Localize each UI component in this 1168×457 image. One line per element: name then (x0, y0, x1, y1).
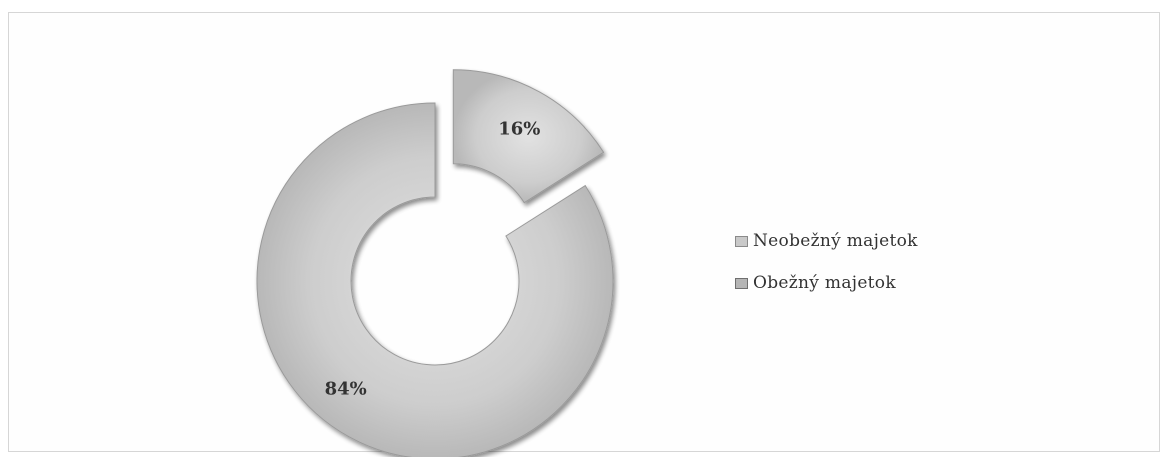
slice-obezny (256, 102, 614, 457)
legend-label-obezny: Obežný majetok (753, 273, 896, 293)
chart-legend: Neobežný majetok Obežný majetok (735, 228, 918, 312)
legend-item-obezny: Obežný majetok (735, 270, 918, 296)
slice-neobezny (452, 69, 605, 204)
legend-label-neobezny: Neobežný majetok (753, 231, 918, 251)
data-label-neobezny: 16% (498, 119, 540, 140)
data-label-obezny: 84% (325, 379, 367, 400)
legend-swatch-obezny (735, 277, 748, 289)
legend-swatch-neobezny (735, 235, 748, 247)
legend-item-neobezny: Neobežný majetok (735, 228, 918, 254)
